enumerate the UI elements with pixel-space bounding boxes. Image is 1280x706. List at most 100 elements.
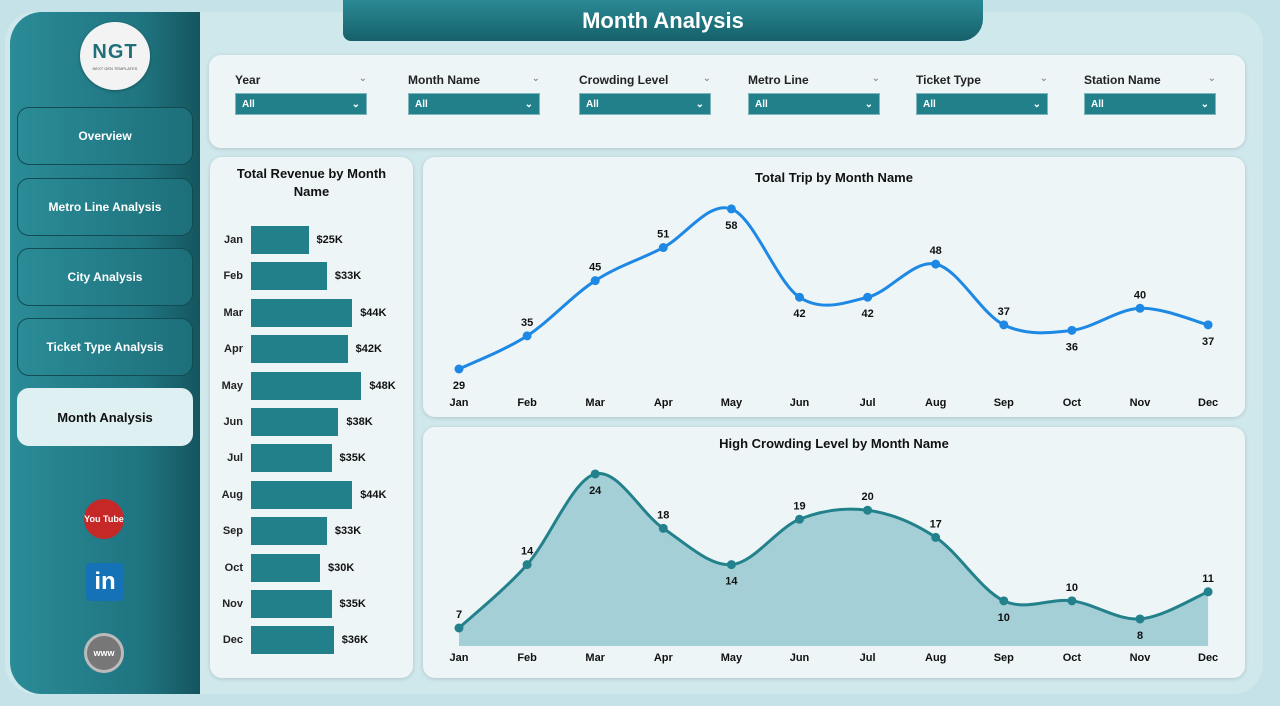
- data-label: 24: [589, 485, 602, 497]
- chevron-down-icon: ⌄: [524, 98, 533, 110]
- bar[interactable]: [251, 262, 327, 291]
- chevron-down-icon[interactable]: ⌄: [1207, 73, 1216, 84]
- bar[interactable]: [251, 590, 332, 618]
- x-axis-tick-label: Jan: [450, 397, 469, 409]
- bar-row: Apr $42K: [210, 335, 382, 364]
- bar-value-label: $44K: [360, 488, 387, 501]
- globe-icon[interactable]: www: [84, 633, 124, 673]
- ngt-logo: NGT NEXT GEN TEMPLATES: [80, 22, 150, 90]
- nav-overview[interactable]: Overview: [17, 107, 193, 165]
- data-label: 14: [725, 576, 738, 588]
- x-axis-tick-label: Nov: [1130, 652, 1152, 664]
- data-label: 45: [589, 262, 601, 274]
- filter-metro-line: Metro Line ⌄ All ⌄: [748, 73, 880, 115]
- data-label: 40: [1134, 289, 1146, 301]
- bar-category-label: May: [221, 379, 243, 392]
- data-point: [999, 596, 1009, 606]
- data-point: [522, 560, 532, 570]
- bar[interactable]: [251, 553, 320, 582]
- data-label: 35: [521, 317, 533, 329]
- chevron-down-icon[interactable]: ⌄: [1039, 73, 1048, 84]
- bar-category-label: Mar: [223, 306, 243, 319]
- bar-row: Oct $30K: [210, 553, 354, 582]
- filter-dropdown[interactable]: All ⌄: [408, 93, 540, 115]
- nav-metro-line-analysis[interactable]: Metro Line Analysis: [17, 178, 193, 236]
- data-label: 37: [1202, 336, 1214, 348]
- x-axis-tick-label: Jun: [790, 397, 810, 409]
- filter-month-name: Month Name ⌄ All ⌄: [408, 73, 540, 115]
- data-point: [522, 331, 532, 341]
- chevron-down-icon[interactable]: ⌄: [871, 73, 880, 84]
- nav-ticket-type-analysis[interactable]: Ticket Type Analysis: [17, 318, 193, 376]
- data-label: 10: [998, 612, 1010, 624]
- bar-row: Jul $35K: [210, 444, 366, 473]
- bar[interactable]: [251, 444, 332, 473]
- x-axis-tick-label: Mar: [585, 397, 605, 409]
- filter-dropdown[interactable]: All ⌄: [748, 93, 880, 115]
- bar[interactable]: [251, 517, 327, 546]
- data-point: [1135, 303, 1145, 313]
- series-line: [458, 206, 1209, 371]
- bar[interactable]: [251, 626, 334, 655]
- revenue-chart-title: Total Revenue by Month Name: [236, 166, 387, 199]
- x-axis-tick-label: Oct: [1063, 397, 1082, 409]
- bar[interactable]: [251, 408, 339, 436]
- nav-city-analysis[interactable]: City Analysis: [17, 248, 193, 306]
- linkedin-icon[interactable]: in: [86, 563, 124, 601]
- filter-value: All: [415, 98, 428, 110]
- data-point: [1135, 614, 1145, 624]
- bar-value-label: $38K: [346, 416, 373, 428]
- crowding-chart-panel: High Crowding Level by Month Name 7 Jan 14…: [423, 427, 1245, 678]
- x-axis-tick-label: Apr: [654, 652, 674, 664]
- chevron-down-icon[interactable]: ⌄: [702, 73, 711, 84]
- filter-dropdown[interactable]: All ⌄: [916, 93, 1048, 115]
- bar-row: Jan $25K: [210, 226, 343, 254]
- bar-row: Nov $35K: [210, 590, 366, 618]
- data-point: [1203, 587, 1213, 597]
- filter-label: Ticket Type: [916, 73, 981, 87]
- data-label: 8: [1137, 630, 1143, 642]
- chevron-down-icon[interactable]: ⌄: [531, 73, 540, 84]
- data-label: 10: [1066, 582, 1078, 594]
- data-point: [726, 560, 736, 570]
- x-axis-tick-label: Sep: [994, 652, 1014, 664]
- youtube-icon[interactable]: You Tube: [84, 499, 124, 539]
- nav-month-analysis[interactable]: Month Analysis: [17, 388, 193, 446]
- data-point: [454, 623, 464, 633]
- bar-value-label: $42K: [355, 343, 382, 356]
- bar[interactable]: [251, 298, 353, 327]
- bar-row: Dec $36K: [210, 626, 368, 655]
- data-point: [658, 523, 668, 533]
- bar-row: Aug $44K: [210, 480, 387, 509]
- data-label: 51: [657, 229, 669, 241]
- chevron-down-icon: ⌄: [864, 98, 873, 110]
- data-point: [931, 259, 941, 269]
- chevron-down-icon: ⌄: [351, 98, 360, 110]
- filter-dropdown[interactable]: All ⌄: [1084, 93, 1216, 115]
- chevron-down-icon[interactable]: ⌄: [358, 73, 367, 84]
- bar[interactable]: [251, 226, 309, 254]
- bar-value-label: $44K: [360, 306, 387, 319]
- x-axis-tick-label: Jun: [790, 652, 810, 664]
- chevron-down-icon: ⌄: [1032, 98, 1041, 110]
- data-label: 58: [725, 220, 737, 232]
- x-axis-tick-label: May: [721, 652, 743, 664]
- data-point: [454, 364, 464, 374]
- x-axis-tick-label: Aug: [925, 652, 946, 664]
- bar-row: Feb $33K: [210, 262, 361, 291]
- data-label: 17: [930, 518, 942, 530]
- data-label: 18: [657, 509, 669, 521]
- bar[interactable]: [251, 335, 348, 364]
- filter-label: Metro Line: [748, 73, 809, 87]
- x-axis-tick-label: Jan: [450, 652, 469, 664]
- bar-category-label: Nov: [222, 598, 243, 610]
- bar-category-label: Oct: [224, 561, 243, 574]
- bar[interactable]: [251, 371, 362, 400]
- data-label: 29: [453, 380, 465, 392]
- filter-dropdown[interactable]: All ⌄: [579, 93, 711, 115]
- bar[interactable]: [251, 480, 353, 509]
- crowding-area-chart: 7 Jan 14 Feb 24 Mar 18 Apr 14 May 19 Jun 20 Jul 17 Aug 1…: [450, 469, 1218, 664]
- filter-dropdown[interactable]: All ⌄: [235, 93, 367, 115]
- bar-category-label: Feb: [223, 270, 243, 283]
- x-axis-tick-label: Jul: [860, 397, 876, 409]
